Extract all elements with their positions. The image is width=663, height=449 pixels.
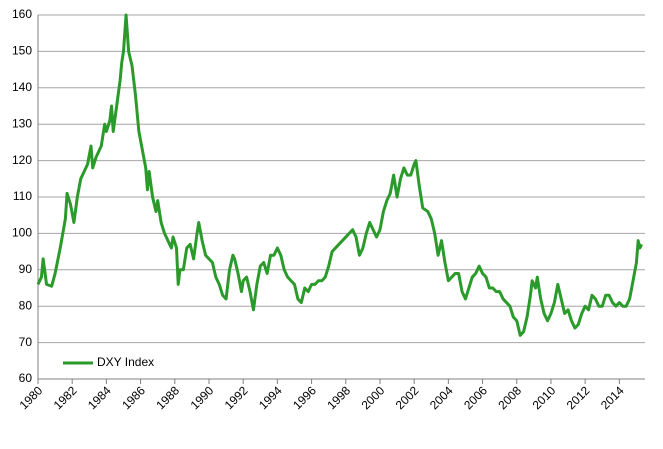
y-tick-label: 100 [12, 226, 32, 240]
y-tick-label: 70 [19, 335, 33, 349]
y-tick-label: 120 [12, 153, 32, 167]
y-tick-label: 90 [19, 262, 33, 276]
x-tick-label: 2006 [461, 383, 490, 412]
y-tick-label: 60 [19, 371, 33, 385]
y-tick-label: 160 [12, 7, 32, 21]
x-tick-label: 1982 [51, 383, 80, 412]
legend-label: DXY Index [97, 355, 154, 369]
y-tick-label: 150 [12, 44, 32, 58]
x-tick-label: 2010 [530, 383, 559, 412]
x-tick-label: 2000 [359, 383, 388, 412]
x-tick-label: 1986 [119, 383, 148, 412]
x-tick-label: 1992 [222, 383, 251, 412]
x-tick-label: 2012 [564, 383, 593, 412]
series-line [36, 13, 643, 337]
x-tick-label: 2008 [495, 383, 524, 412]
x-tick-label: 1990 [188, 383, 217, 412]
x-tick-label: 1998 [324, 383, 353, 412]
x-tick-label: 2002 [393, 383, 422, 412]
x-tick-label: 2014 [598, 383, 627, 412]
x-tick-label: 1980 [17, 383, 46, 412]
x-tick-label: 2004 [427, 383, 456, 412]
y-tick-label: 80 [19, 298, 33, 312]
x-tick-label: 1996 [290, 383, 319, 412]
y-tick-label: 140 [12, 80, 32, 94]
y-tick-label: 110 [13, 189, 32, 203]
x-tick-label: 1994 [256, 383, 285, 412]
x-tick-label: 1984 [85, 383, 114, 412]
y-tick-label: 130 [12, 116, 32, 130]
x-tick-label: 1988 [153, 383, 182, 412]
